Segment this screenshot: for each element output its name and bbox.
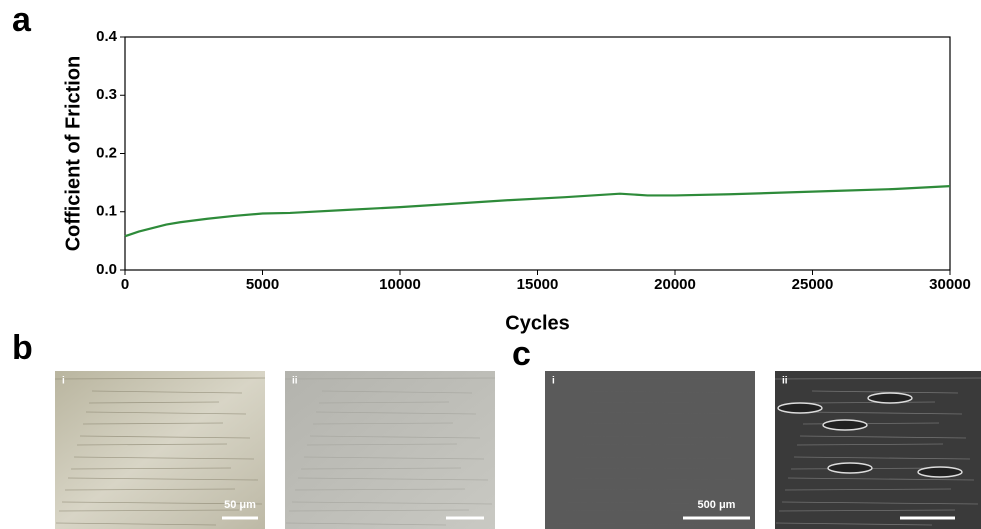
texture [288,509,470,512]
scale-bar-label: 500 μm [698,499,736,511]
x-tick-label: 10000 [379,276,421,293]
texture [294,488,466,491]
texture [805,411,963,415]
texture [315,411,477,415]
texture [563,456,745,460]
image-label: ii [782,376,788,387]
panel-label: c [512,335,531,373]
texture [85,411,247,415]
x-tick-label: 0 [121,276,129,293]
texture [796,443,944,446]
micrograph [285,371,495,529]
texture [297,477,489,481]
texture [79,435,251,439]
friction-line [124,185,951,238]
texture [572,422,714,425]
x-tick-label: 25000 [792,276,834,293]
texture [784,488,952,491]
texture [70,467,232,470]
y-axis-label: Cofficient of Friction [62,56,84,252]
texture [775,522,933,526]
texture [545,522,707,526]
y-tick-label: 0.2 [96,144,117,161]
texture [548,509,730,512]
y-tick-label: 0.4 [96,28,118,45]
texture [306,443,458,446]
wear-pit [917,466,963,478]
x-tick-label: 5000 [246,276,279,293]
texture [284,377,496,380]
texture [58,509,240,512]
y-tick-label: 0.1 [96,203,117,220]
panel-label: b [12,329,33,367]
texture [808,401,936,404]
texture [793,456,971,460]
texture [64,488,236,491]
texture [578,401,710,404]
texture [312,422,454,425]
texture [73,456,255,460]
y-tick-label: 0.0 [96,261,117,278]
texture [291,501,493,505]
x-tick-label: 20000 [654,276,696,293]
texture [309,435,481,439]
texture [82,422,224,425]
texture [811,390,959,394]
x-tick-label: 15000 [517,276,559,293]
texture [76,443,228,446]
y-tick-label: 0.3 [96,86,117,103]
texture [557,477,749,481]
texture [774,377,981,380]
texture [88,401,220,404]
texture [560,467,722,470]
texture [781,501,979,505]
wear-pit [827,462,873,474]
texture [551,501,753,505]
texture [581,390,733,394]
x-axis-label: Cycles [505,312,570,334]
image-label: i [552,376,555,387]
texture [575,411,737,415]
image-label: ii [292,376,298,387]
texture [55,522,217,526]
texture [67,477,259,481]
wear-pit [777,402,823,414]
x-tick-label: 30000 [929,276,971,293]
texture [569,435,741,439]
texture [300,467,462,470]
texture [91,390,243,394]
wear-pit [867,392,913,404]
plot-frame [124,36,951,271]
wear-pit [822,419,868,431]
texture [544,377,756,380]
micrograph [545,371,755,529]
texture [566,443,718,446]
texture [778,509,956,512]
texture [54,377,266,380]
texture [318,401,450,404]
texture [787,477,975,481]
panel-label: a [12,1,32,39]
scale-bar-label: 50 μm [224,499,256,511]
texture [61,501,263,505]
texture [799,435,967,439]
texture [554,488,726,491]
texture [303,456,485,460]
image-label: i [62,376,65,387]
texture [321,390,473,394]
texture [285,522,447,526]
